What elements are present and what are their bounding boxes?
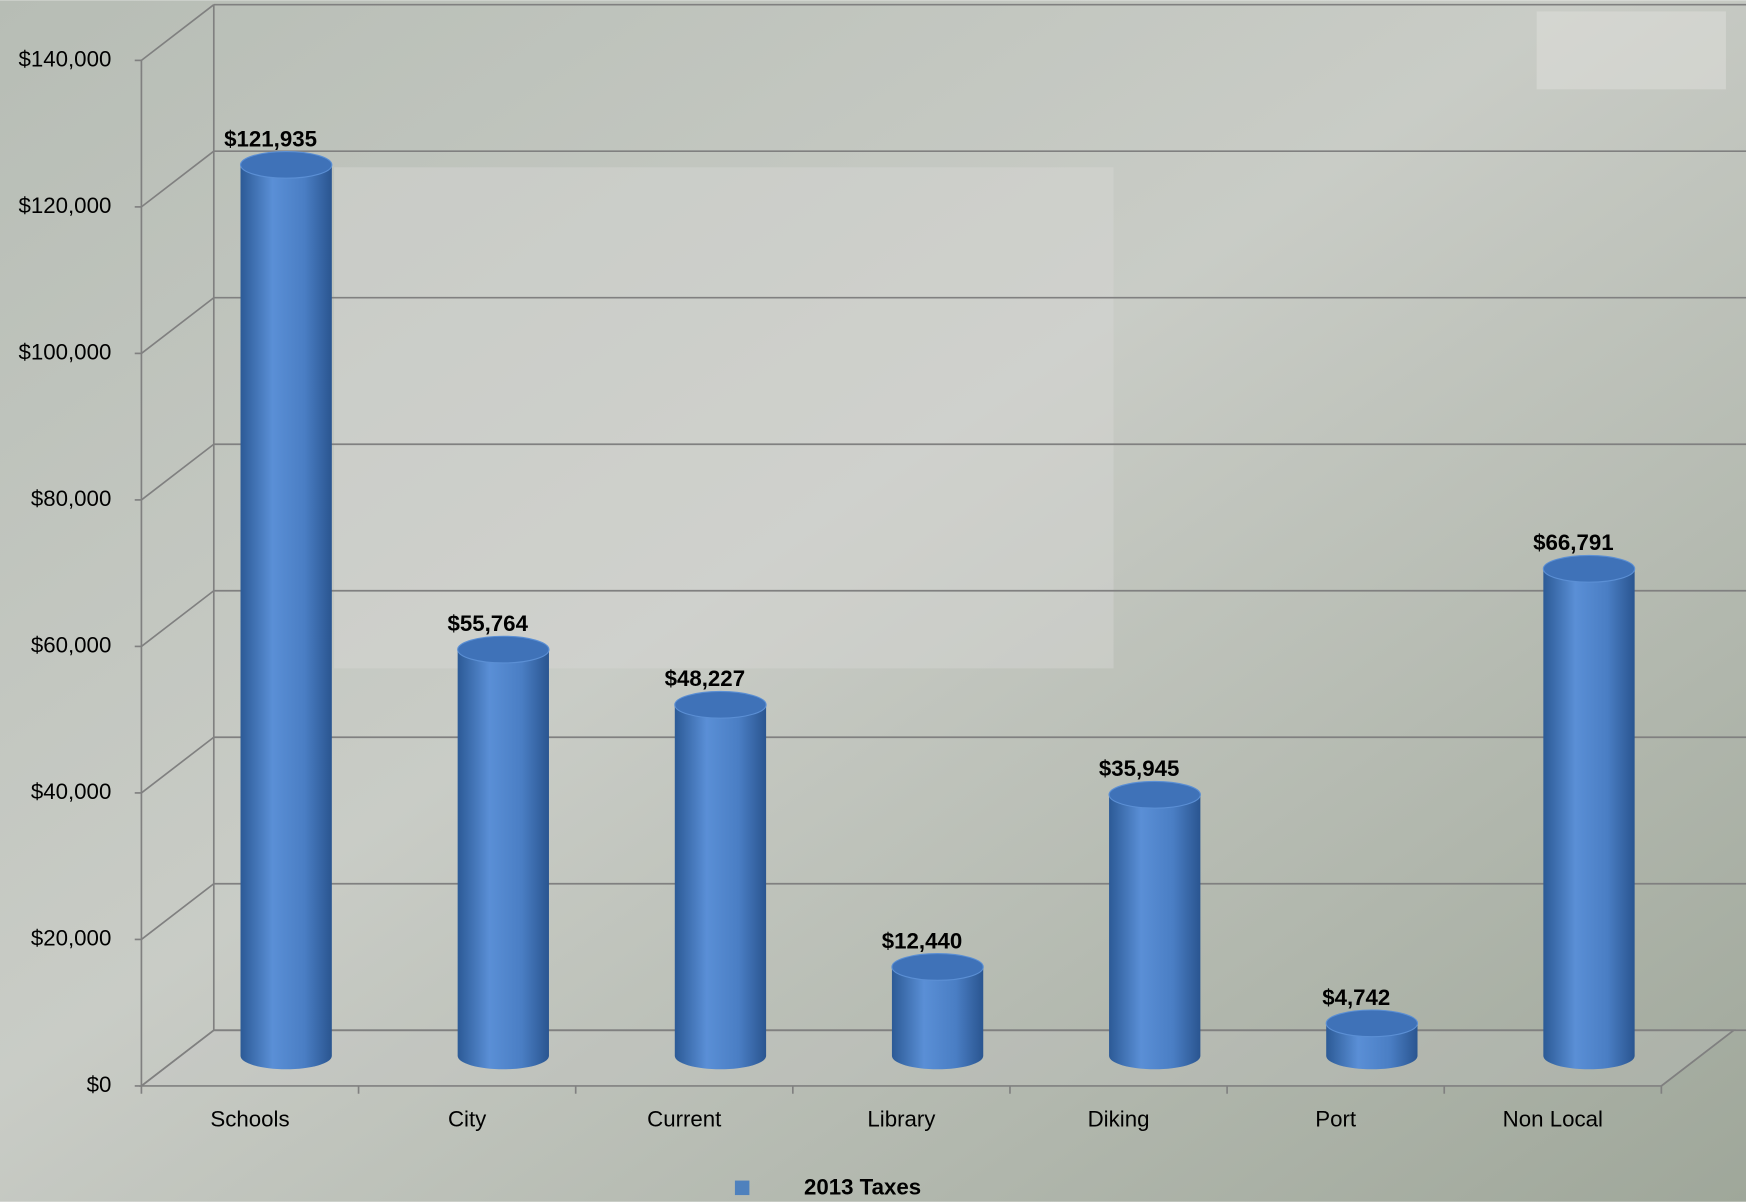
y-tick-label: $20,000 <box>31 925 112 950</box>
y-tick-label: $140,000 <box>18 46 111 71</box>
data-label: $48,227 <box>665 666 746 691</box>
bar-top <box>891 953 984 981</box>
data-label: $121,935 <box>224 126 317 151</box>
bar-body <box>891 966 984 1070</box>
data-label: $66,791 <box>1533 530 1614 555</box>
grid-line <box>140 4 215 62</box>
bar <box>674 690 767 1070</box>
legend-label: 2013 Taxes <box>804 1174 921 1199</box>
bar <box>239 150 333 1070</box>
bar <box>1325 1009 1419 1070</box>
bar-top <box>457 635 550 664</box>
x-tick-label: Library <box>867 1106 936 1131</box>
x-tick-label: Diking <box>1088 1106 1150 1131</box>
y-tick-label: $40,000 <box>31 779 112 804</box>
bar <box>1542 554 1636 1070</box>
bar-top <box>1325 1009 1419 1038</box>
bar <box>891 953 984 1070</box>
x-tick-label: Port <box>1315 1106 1357 1131</box>
grid-line <box>140 590 215 648</box>
bar-body <box>457 649 549 1070</box>
data-label: $35,945 <box>1099 756 1180 781</box>
bar-top <box>674 690 767 719</box>
bar-body <box>1543 568 1635 1070</box>
legend-swatch <box>734 1180 750 1196</box>
x-tick-label: City <box>448 1106 487 1131</box>
bar <box>1108 780 1201 1070</box>
grid-line <box>140 297 215 355</box>
data-label: $55,764 <box>447 611 528 636</box>
y-tick-label: $100,000 <box>18 339 111 364</box>
grid-line <box>140 443 215 501</box>
bar <box>457 635 550 1070</box>
bar-body <box>674 704 767 1070</box>
x-tick-label: Schools <box>210 1106 289 1131</box>
background-photo <box>334 167 1114 669</box>
x-tick-label: Current <box>647 1106 722 1131</box>
bar-body <box>240 164 332 1070</box>
grid-line <box>140 150 215 208</box>
y-tick-label: $60,000 <box>31 632 112 657</box>
y-tick-label: $120,000 <box>18 193 111 218</box>
data-label: $4,742 <box>1322 985 1390 1010</box>
x-tick-label: Non Local <box>1503 1106 1603 1131</box>
y-tick-label: $80,000 <box>31 486 112 511</box>
y-tick-label: $0 <box>87 1072 112 1097</box>
grid-line <box>140 1029 215 1087</box>
grid-line <box>140 883 215 941</box>
bar-top <box>1542 554 1636 583</box>
data-label: $12,440 <box>882 928 963 953</box>
grid-line <box>140 736 215 794</box>
background-photo <box>1536 11 1726 90</box>
bar-top <box>239 150 333 179</box>
bar-top <box>1108 780 1201 809</box>
axis-line <box>1660 1029 1735 1087</box>
bar-body <box>1109 794 1201 1070</box>
